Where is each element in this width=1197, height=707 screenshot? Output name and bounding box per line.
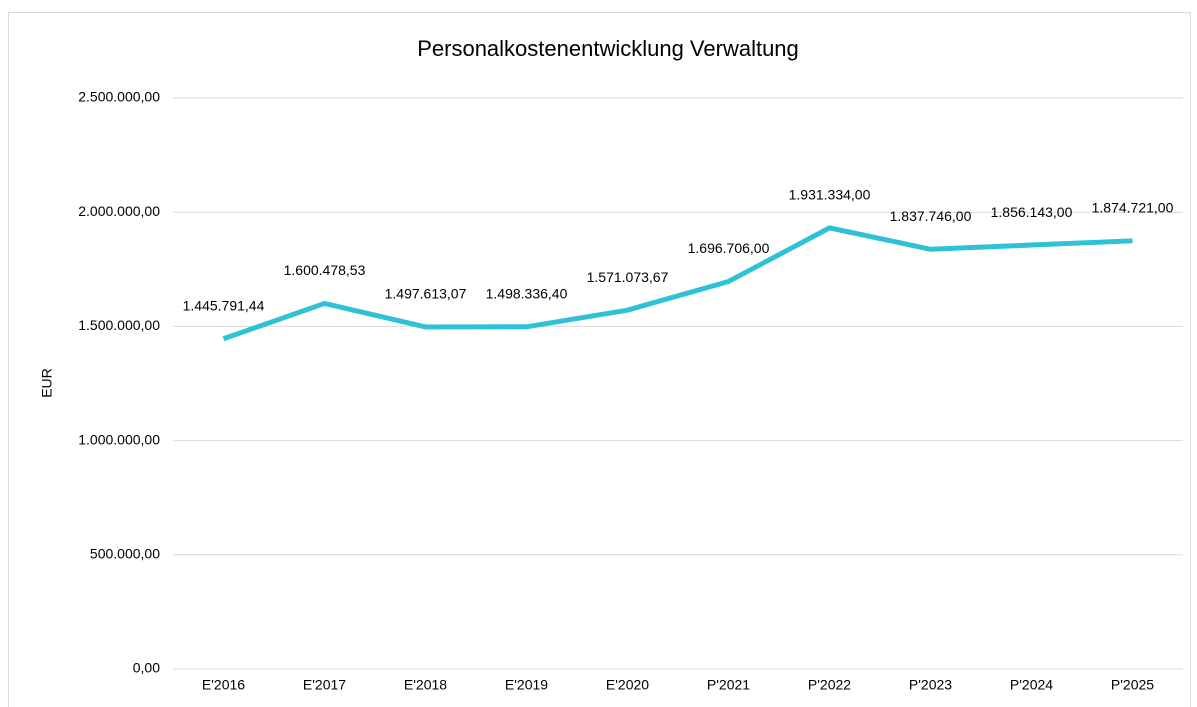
data-label: 1.931.334,00 <box>789 187 871 203</box>
x-tick-label: E'2016 <box>202 677 245 693</box>
y-tick-label: 500.000,00 <box>90 546 160 562</box>
x-tick-label: E'2020 <box>606 677 649 693</box>
y-axis-label: EUR <box>39 368 55 398</box>
x-tick-label: P'2021 <box>707 677 750 693</box>
data-label: 1.571.073,67 <box>587 269 669 285</box>
data-label: 1.856.143,00 <box>991 204 1073 220</box>
x-tick-label: E'2017 <box>303 677 346 693</box>
data-label: 1.600.478,53 <box>284 262 366 278</box>
x-tick-label: P'2023 <box>909 677 952 693</box>
data-label: 1.874.721,00 <box>1092 200 1174 216</box>
data-label: 1.445.791,44 <box>183 297 265 313</box>
x-tick-label: E'2018 <box>404 677 447 693</box>
x-tick-label: P'2025 <box>1111 677 1154 693</box>
data-label: 1.696.706,00 <box>688 240 770 256</box>
data-label: 1.837.746,00 <box>890 208 972 224</box>
x-tick-label: P'2022 <box>808 677 851 693</box>
x-tick-label: E'2019 <box>505 677 548 693</box>
y-tick-label: 2.000.000,00 <box>78 203 160 219</box>
y-tick-label: 1.500.000,00 <box>78 317 160 333</box>
data-line <box>222 225 1133 342</box>
data-label: 1.498.336,40 <box>486 285 568 301</box>
chart-title: Personalkostenentwicklung Verwaltung <box>417 36 799 61</box>
y-tick-label: 1.000.000,00 <box>78 431 160 447</box>
y-tick-label: 2.500.000,00 <box>78 89 160 105</box>
data-label: 1.497.613,07 <box>385 286 467 302</box>
chart-frame <box>8 12 1191 707</box>
y-tick-label: 0,00 <box>133 660 160 676</box>
x-tick-label: P'2024 <box>1010 677 1053 693</box>
